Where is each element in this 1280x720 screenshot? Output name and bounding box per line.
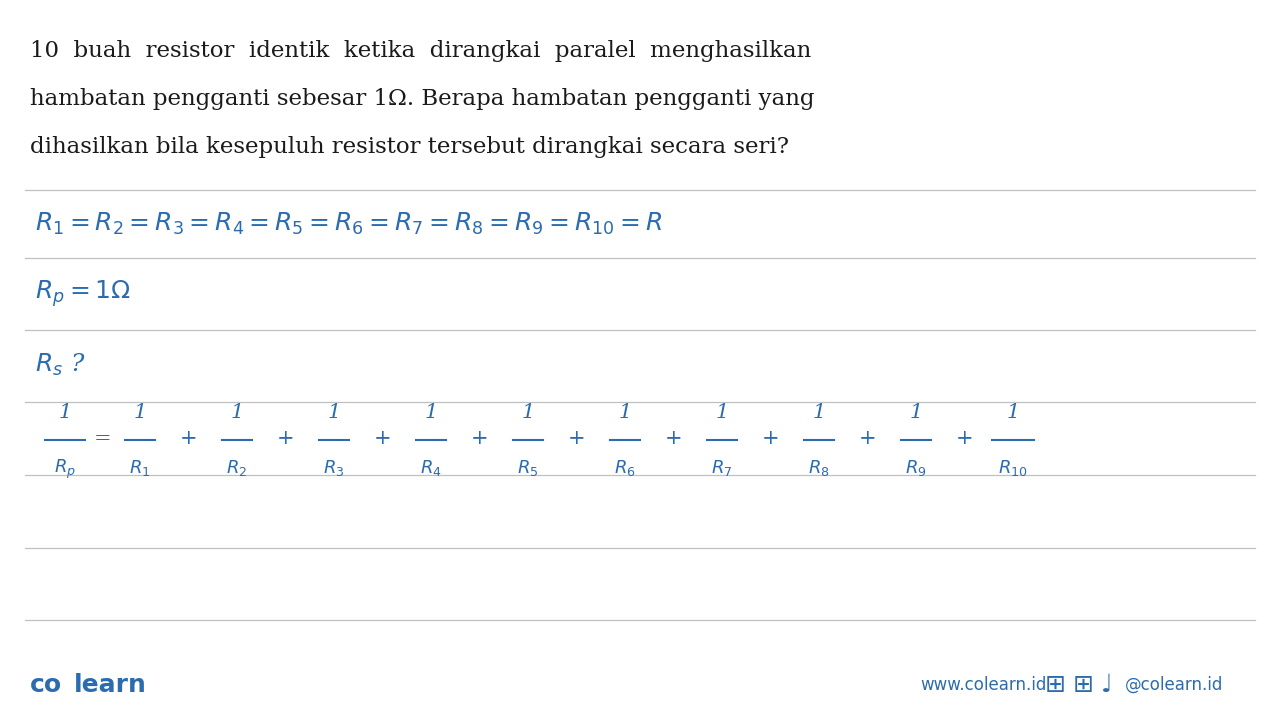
Text: $R_p = 1\Omega$: $R_p = 1\Omega$ <box>35 279 131 310</box>
Text: $R_8$: $R_8$ <box>808 458 829 478</box>
Text: +: + <box>664 428 682 448</box>
Text: +: + <box>762 428 780 448</box>
Text: 1: 1 <box>1006 403 1020 422</box>
Text: 1: 1 <box>813 403 826 422</box>
Text: co: co <box>29 673 63 697</box>
Text: +: + <box>471 428 488 448</box>
Text: 1: 1 <box>521 403 535 422</box>
Text: $R_9$: $R_9$ <box>905 458 927 478</box>
Text: $R_5$: $R_5$ <box>517 458 539 478</box>
Text: $R_7$: $R_7$ <box>712 458 732 478</box>
Text: $R_p$: $R_p$ <box>54 458 76 481</box>
Text: 1: 1 <box>716 403 728 422</box>
Text: $R_4$: $R_4$ <box>420 458 442 478</box>
Text: ⊞: ⊞ <box>1073 673 1094 697</box>
Text: learn: learn <box>74 673 147 697</box>
Text: 1: 1 <box>133 403 147 422</box>
Text: hambatan pengganti sebesar 1Ω. Berapa hambatan pengganti yang: hambatan pengganti sebesar 1Ω. Berapa ha… <box>29 88 814 110</box>
Text: $R_3$: $R_3$ <box>324 458 344 478</box>
Text: 1: 1 <box>618 403 631 422</box>
Text: ⊞: ⊞ <box>1044 673 1066 697</box>
Text: +: + <box>956 428 973 448</box>
Text: @colearn.id: @colearn.id <box>1125 676 1224 694</box>
Text: www.colearn.id: www.colearn.id <box>920 676 1046 694</box>
Text: =: = <box>95 428 111 448</box>
Text: +: + <box>179 428 197 448</box>
Text: 1: 1 <box>59 403 72 422</box>
Text: dihasilkan bila kesepuluh resistor tersebut dirangkai secara seri?: dihasilkan bila kesepuluh resistor terse… <box>29 136 788 158</box>
Text: +: + <box>859 428 877 448</box>
Text: $R_s$ ?: $R_s$ ? <box>35 352 86 378</box>
Text: ♩: ♩ <box>1101 673 1112 697</box>
Text: 1: 1 <box>230 403 243 422</box>
Text: 1: 1 <box>909 403 923 422</box>
Text: +: + <box>568 428 585 448</box>
Text: $R_1$: $R_1$ <box>129 458 151 478</box>
Text: $R_{10}$: $R_{10}$ <box>998 458 1028 478</box>
Text: $R_1 = R_2 = R_3 = R_4 = R_5 = R_6 = R_7 = R_8 = R_9 = R_{10} = R$: $R_1 = R_2 = R_3 = R_4 = R_5 = R_6 = R_7… <box>35 211 662 237</box>
Text: 1: 1 <box>425 403 438 422</box>
Text: $R_6$: $R_6$ <box>614 458 636 478</box>
Text: $R_2$: $R_2$ <box>227 458 247 478</box>
Text: +: + <box>374 428 392 448</box>
Text: +: + <box>276 428 294 448</box>
Text: 1: 1 <box>328 403 340 422</box>
Text: 10  buah  resistor  identik  ketika  dirangkai  paralel  menghasilkan: 10 buah resistor identik ketika dirangka… <box>29 40 812 62</box>
